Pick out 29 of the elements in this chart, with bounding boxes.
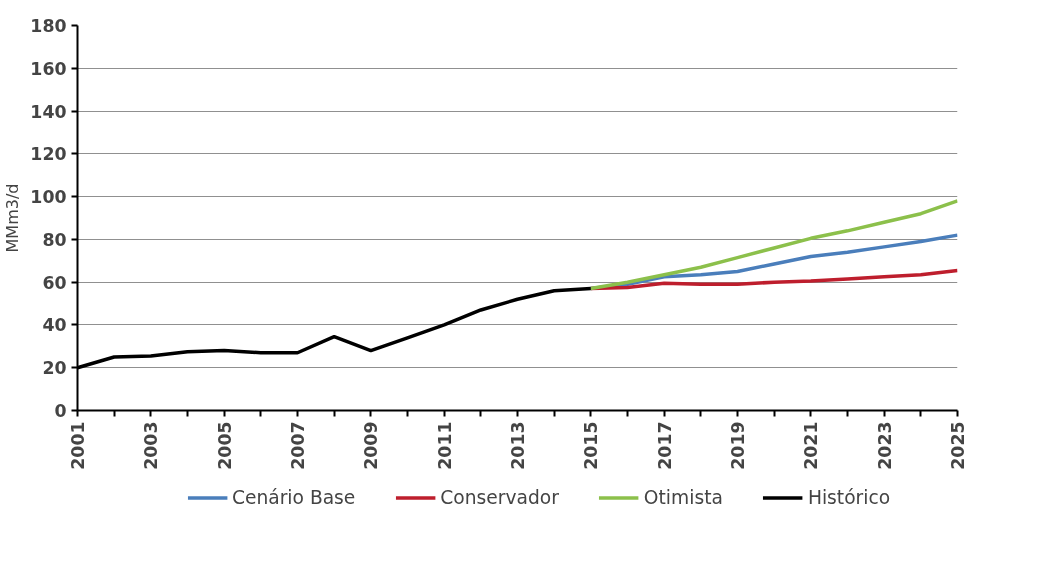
x-tick-label: 2023 [874,421,895,470]
x-tick-label: 2011 [434,421,455,470]
y-tick-label: 0 [54,401,67,421]
legend-label: Histórico [807,486,891,508]
y-tick-label: 60 [42,272,67,293]
y-tick-label: 20 [42,358,67,379]
y-axis-title: MMm3/d [3,183,23,253]
x-tick-label: 2019 [728,421,748,470]
y-tick-label: 160 [30,58,67,79]
legend-label: Otimista [643,486,723,508]
y-tick-label: 80 [42,229,67,250]
x-tick-label: 2017 [654,421,675,470]
x-tick-label: 2009 [361,421,382,470]
x-tick-label: 2013 [508,421,528,470]
y-tick-label: 120 [30,144,67,165]
x-tick-label: 2021 [801,421,822,470]
x-tick-label: 2005 [214,421,235,470]
x-tick-label: 2025 [948,421,968,470]
x-tick-label: 2003 [141,421,162,470]
x-tick-label: 2015 [581,421,602,470]
x-tick-label: 2001 [68,421,88,470]
y-tick-label: 100 [30,187,67,208]
y-tick-label: 140 [30,101,67,122]
y-tick-label: 40 [42,315,67,336]
x-tick-label: 2007 [288,421,308,470]
y-tick-label: 180 [30,16,67,36]
legend-label: Conservador [440,486,559,508]
legend-label: Cenário Base [231,486,356,508]
line-series [589,199,958,291]
